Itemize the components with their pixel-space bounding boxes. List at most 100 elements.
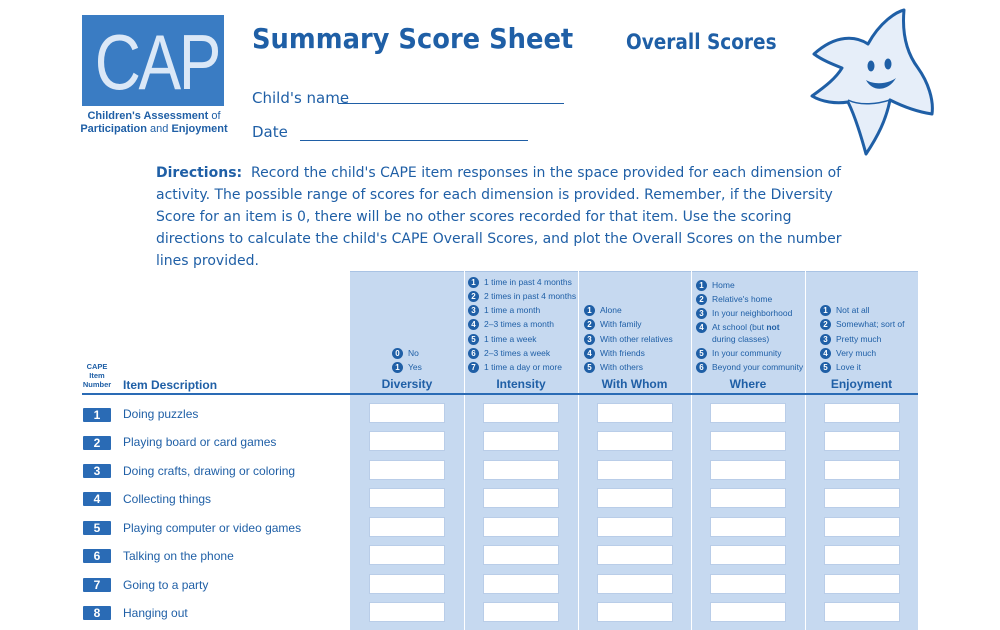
legend-label: Alone: [600, 305, 622, 315]
intensity-score-input[interactable]: [483, 517, 559, 537]
legend-label: With others: [600, 362, 643, 372]
where-score-input[interactable]: [710, 574, 786, 594]
diversity-score-input[interactable]: [369, 602, 445, 622]
column-divider: [578, 271, 579, 630]
diversity-score-input[interactable]: [369, 431, 445, 451]
legend-number: 1: [584, 304, 595, 316]
with-whom-score-input[interactable]: [597, 602, 673, 622]
child-name-label: Child's name: [252, 89, 350, 107]
date-field[interactable]: [300, 140, 528, 141]
legend-number: 5: [820, 361, 831, 373]
legend-number: 0: [392, 347, 403, 359]
intensity-score-input[interactable]: [483, 403, 559, 423]
item-number-badge: 4: [83, 492, 111, 506]
intensity-score-input[interactable]: [483, 574, 559, 594]
enjoyment-score-input[interactable]: [824, 403, 900, 423]
where-score-input[interactable]: [710, 431, 786, 451]
with-whom-score-input[interactable]: [597, 431, 673, 451]
section-title: Overall Scores: [626, 30, 777, 54]
legend-number: 4: [584, 347, 595, 359]
legend-label: Beyond your community: [712, 362, 804, 372]
legend-label: 2–3 times a week: [484, 348, 551, 358]
legend-label: With friends: [600, 348, 645, 358]
date-label: Date: [252, 123, 288, 141]
legend-label: 2 times in past 4 months: [484, 291, 577, 301]
enjoyment-score-input[interactable]: [824, 488, 900, 508]
legend-label: At school (but not: [712, 322, 780, 332]
page-title: Summary Score Sheet: [252, 22, 574, 55]
star-mascot-icon: [810, 8, 934, 156]
diversity-score-input[interactable]: [369, 574, 445, 594]
column-title-diversity: Diversity: [381, 377, 433, 391]
header-divider: [82, 393, 918, 395]
legend-number: 4: [696, 321, 707, 333]
where-item4-prefix: At school (but: [712, 322, 764, 332]
logo-word: CAPE: [94, 18, 224, 106]
legend-label: Pretty much: [836, 334, 882, 344]
enjoyment-score-input[interactable]: [824, 545, 900, 565]
diversity-score-input[interactable]: [369, 403, 445, 423]
column-title-where: Where: [729, 377, 767, 391]
where-item4-bold: not: [766, 322, 780, 332]
item-number-badge: 3: [83, 464, 111, 478]
directions-text: Directions: Record the child's CAPE item…: [156, 162, 846, 272]
diversity-score-input[interactable]: [369, 460, 445, 480]
intensity-score-input[interactable]: [483, 545, 559, 565]
legend-number: 2: [468, 290, 479, 302]
legend-label: Not at all: [836, 305, 870, 315]
legend-number: 1: [696, 279, 707, 291]
where-score-input[interactable]: [710, 602, 786, 622]
legend-number: 3: [584, 333, 595, 345]
legend-label: 2–3 times a month: [484, 319, 554, 329]
where-score-input[interactable]: [710, 545, 786, 565]
enjoyment-score-input[interactable]: [824, 602, 900, 622]
item-number-badge: 7: [83, 578, 111, 592]
legend-number: 4: [820, 347, 831, 359]
with-whom-score-input[interactable]: [597, 488, 673, 508]
item-description: Talking on the phone: [123, 549, 234, 563]
enjoyment-score-input[interactable]: [824, 460, 900, 480]
diversity-score-input[interactable]: [369, 545, 445, 565]
enjoyment-score-input[interactable]: [824, 517, 900, 537]
where-score-input[interactable]: [710, 460, 786, 480]
column-title-enjoyment: Enjoyment: [830, 377, 893, 391]
logo-subtitle-line2b: Enjoyment: [171, 123, 228, 135]
where-score-input[interactable]: [710, 488, 786, 508]
item-number-badge: 2: [83, 436, 111, 450]
legend-number: 5: [696, 347, 707, 359]
where-score-input[interactable]: [710, 517, 786, 537]
column-divider: [691, 271, 692, 630]
legend-label: Relative's home: [712, 294, 773, 304]
legend-number: 1: [392, 361, 403, 373]
legend-label: No: [408, 348, 419, 358]
enjoyment-score-input[interactable]: [824, 431, 900, 451]
item-number-badge: 5: [83, 521, 111, 535]
legend-label: Somewhat; sort of: [836, 319, 905, 329]
with-whom-score-input[interactable]: [597, 460, 673, 480]
legend-number: 4: [468, 318, 479, 330]
legend-label: With family: [600, 319, 642, 329]
where-score-input[interactable]: [710, 403, 786, 423]
intensity-score-input[interactable]: [483, 460, 559, 480]
legend-number: 6: [696, 361, 707, 373]
item-description: Doing puzzles: [123, 407, 199, 421]
intensity-score-input[interactable]: [483, 488, 559, 508]
with-whom-score-input[interactable]: [597, 517, 673, 537]
with-whom-score-input[interactable]: [597, 545, 673, 565]
column-title-with-whom: With Whom: [601, 377, 668, 391]
with-whom-score-input[interactable]: [597, 574, 673, 594]
enjoyment-score-input[interactable]: [824, 574, 900, 594]
diversity-score-input[interactable]: [369, 488, 445, 508]
legend-label: Love it: [836, 362, 862, 372]
legend-number: 5: [468, 333, 479, 345]
diversity-score-input[interactable]: [369, 517, 445, 537]
legend-number: 3: [468, 304, 479, 316]
item-description: Playing computer or video games: [123, 521, 302, 535]
with-whom-score-input[interactable]: [597, 403, 673, 423]
item-description: Hanging out: [123, 606, 188, 620]
intensity-score-input[interactable]: [483, 602, 559, 622]
child-name-field[interactable]: [338, 103, 564, 104]
legend-label: With other relatives: [600, 334, 673, 344]
intensity-score-input[interactable]: [483, 431, 559, 451]
item-description: Collecting things: [123, 492, 212, 506]
